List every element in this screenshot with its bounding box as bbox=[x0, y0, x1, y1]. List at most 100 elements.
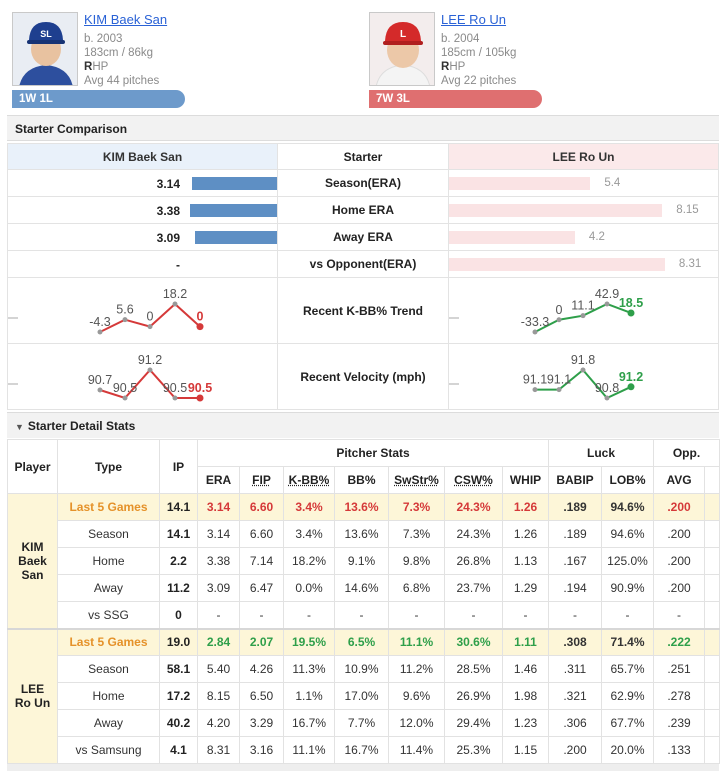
comparison-right-cell: 8.31 bbox=[448, 250, 719, 278]
table-row: LEE Ro Un Last 5 Games 19.0 2.84 2.07 19.5% 6.5… bbox=[7, 627, 720, 764]
player-record-left: 1W 1L bbox=[12, 90, 185, 108]
overflow-cell bbox=[704, 736, 720, 764]
velocity-right-sparkline: 91.1 91.191.890.891.2 bbox=[449, 353, 643, 401]
stat-cell: .200 bbox=[653, 574, 705, 602]
stat-cell: .194 bbox=[548, 574, 602, 602]
comparison-row: 3.09 Away ERA 4.2 bbox=[7, 223, 719, 251]
split-type: Last 5 Games bbox=[57, 493, 160, 521]
col-header-whip[interactable]: WHIP bbox=[502, 466, 549, 494]
velocity-left-sparkline: 90.790.591.290.5 90.5 bbox=[8, 353, 212, 402]
comparison-right-value: 4.2 bbox=[588, 231, 605, 243]
stat-cell: - bbox=[653, 601, 705, 629]
overflow-cell bbox=[704, 547, 720, 575]
player-name-left-link[interactable]: KIM Baek San bbox=[84, 12, 168, 27]
split-type: Home bbox=[57, 547, 160, 575]
player-name-line: San bbox=[21, 567, 44, 582]
table-row: Season 14.1 3.14 6.60 3.4% 13.6% 7.3% 24.3% 1.26… bbox=[8, 520, 720, 548]
overflow-cell bbox=[704, 682, 720, 710]
sparkline-point bbox=[147, 324, 153, 330]
table-row: vs Samsung 4.1 8.31 3.16 11.1% 16.7% 11.4% 25.3… bbox=[8, 736, 720, 764]
horizontal-scrollbar[interactable] bbox=[7, 764, 719, 771]
pitcher-stats-group-header: Pitcher Stats bbox=[197, 439, 549, 467]
col-header-era[interactable]: ERA bbox=[197, 466, 240, 494]
sparkline-point bbox=[580, 313, 586, 319]
overflow-cell bbox=[704, 655, 720, 683]
stat-cell: 1.23 bbox=[502, 709, 549, 737]
stat-cell: - bbox=[388, 601, 445, 629]
ip-value: 14.1 bbox=[159, 493, 198, 521]
sparkline-label: 91.2 bbox=[619, 370, 643, 384]
split-type: Season bbox=[57, 655, 160, 683]
stat-cell: 25.3% bbox=[444, 736, 503, 764]
sparkline-point bbox=[604, 395, 610, 401]
stat-cell: 1.29 bbox=[502, 574, 549, 602]
stat-cell: 7.3% bbox=[388, 493, 445, 521]
stat-cell: .251 bbox=[653, 655, 705, 683]
stat-cell: 1.98 bbox=[502, 682, 549, 710]
comparison-left-bar bbox=[191, 177, 277, 190]
trend-right-cell: -33.3 0 11.1 42.9 18.5 bbox=[448, 277, 719, 344]
stat-cell: .189 bbox=[548, 520, 602, 548]
stat-cell: 24.3% bbox=[444, 520, 503, 548]
stat-cell: 19.5% bbox=[283, 627, 335, 656]
player-photo-right: L bbox=[369, 12, 435, 86]
stat-cell: 13.6% bbox=[334, 493, 389, 521]
sparkline-label: 91.1 bbox=[547, 373, 571, 387]
stat-cell: 3.38 bbox=[197, 547, 240, 575]
ip-value: 0 bbox=[159, 601, 198, 629]
stat-cell: .308 bbox=[548, 627, 602, 656]
col-header-fip[interactable]: FIP bbox=[239, 466, 284, 494]
sparkline-point bbox=[122, 317, 128, 323]
stat-cell: 11.4% bbox=[388, 736, 445, 764]
comparison-left-cell: - bbox=[7, 250, 278, 278]
comparison-trend-row: -4.3 5.6 0 18.2 0 Recent K-BB% Trend -33.3 0 1… bbox=[7, 277, 719, 344]
col-header-bb-[interactable]: BB% bbox=[334, 466, 389, 494]
sparkline-point bbox=[627, 383, 635, 391]
sparkline-point bbox=[627, 309, 635, 317]
col-header-lob-[interactable]: LOB% bbox=[601, 466, 654, 494]
stat-cell: 14.6% bbox=[334, 574, 389, 602]
col-header-avg[interactable]: AVG bbox=[653, 466, 705, 494]
sparkline-label: 90.8 bbox=[595, 381, 619, 395]
stat-cell: 7.7% bbox=[334, 709, 389, 737]
player-name-line: KIM bbox=[21, 539, 44, 554]
stat-cell: .200 bbox=[653, 547, 705, 575]
col-header-k-bb-[interactable]: K-BB% bbox=[283, 466, 335, 494]
comparison-left-cell: 3.14 bbox=[7, 169, 278, 197]
sparkline-point bbox=[147, 367, 153, 373]
sparkline-label: 18.2 bbox=[163, 287, 187, 301]
comparison-right-value: 8.31 bbox=[678, 258, 702, 270]
velo-left-cell: 90.7 90.5 91.2 90.5 90.5 bbox=[7, 343, 278, 410]
sparkline-label: -33.3 bbox=[521, 315, 550, 329]
sparkline-point bbox=[532, 387, 538, 393]
svg-text:SL: SL bbox=[40, 29, 52, 39]
svg-text:L: L bbox=[400, 29, 406, 40]
stat-cell: 17.0% bbox=[334, 682, 389, 710]
stat-cell: 1.13 bbox=[502, 547, 549, 575]
ip-value: 40.2 bbox=[159, 709, 198, 737]
stat-cell: 94.6% bbox=[601, 520, 654, 548]
overflow-cell bbox=[704, 601, 720, 629]
sparkline-label: 91.8 bbox=[571, 353, 595, 367]
player-name-line: Baek bbox=[18, 553, 47, 568]
stat-cell: 6.47 bbox=[239, 574, 284, 602]
sparkline-point bbox=[580, 367, 586, 373]
col-header-swstr-[interactable]: SwStr% bbox=[388, 466, 445, 494]
velocity-label: Recent Velocity (mph) bbox=[277, 343, 449, 410]
col-header-babip[interactable]: BABIP bbox=[548, 466, 602, 494]
stat-cell: 20.0% bbox=[601, 736, 654, 764]
split-type: Away bbox=[57, 574, 160, 602]
col-header-csw-[interactable]: CSW% bbox=[444, 466, 503, 494]
player-name-right-link[interactable]: LEE Ro Un bbox=[441, 12, 507, 27]
col-ip-header: IP bbox=[159, 439, 198, 494]
overflow-cell bbox=[704, 574, 720, 602]
player-size-right: 185cm / 105kg bbox=[441, 47, 517, 59]
stat-cell: - bbox=[283, 601, 335, 629]
stat-cell: 6.5% bbox=[334, 627, 389, 656]
stat-cell: 11.1% bbox=[283, 736, 335, 764]
stat-cell: 6.50 bbox=[239, 682, 284, 710]
split-type: Season bbox=[57, 520, 160, 548]
stat-cell: 3.29 bbox=[239, 709, 284, 737]
player-name-line: Ro Un bbox=[14, 696, 51, 711]
starter-detail-toggle[interactable]: ▼ Starter Detail Stats bbox=[7, 412, 719, 438]
